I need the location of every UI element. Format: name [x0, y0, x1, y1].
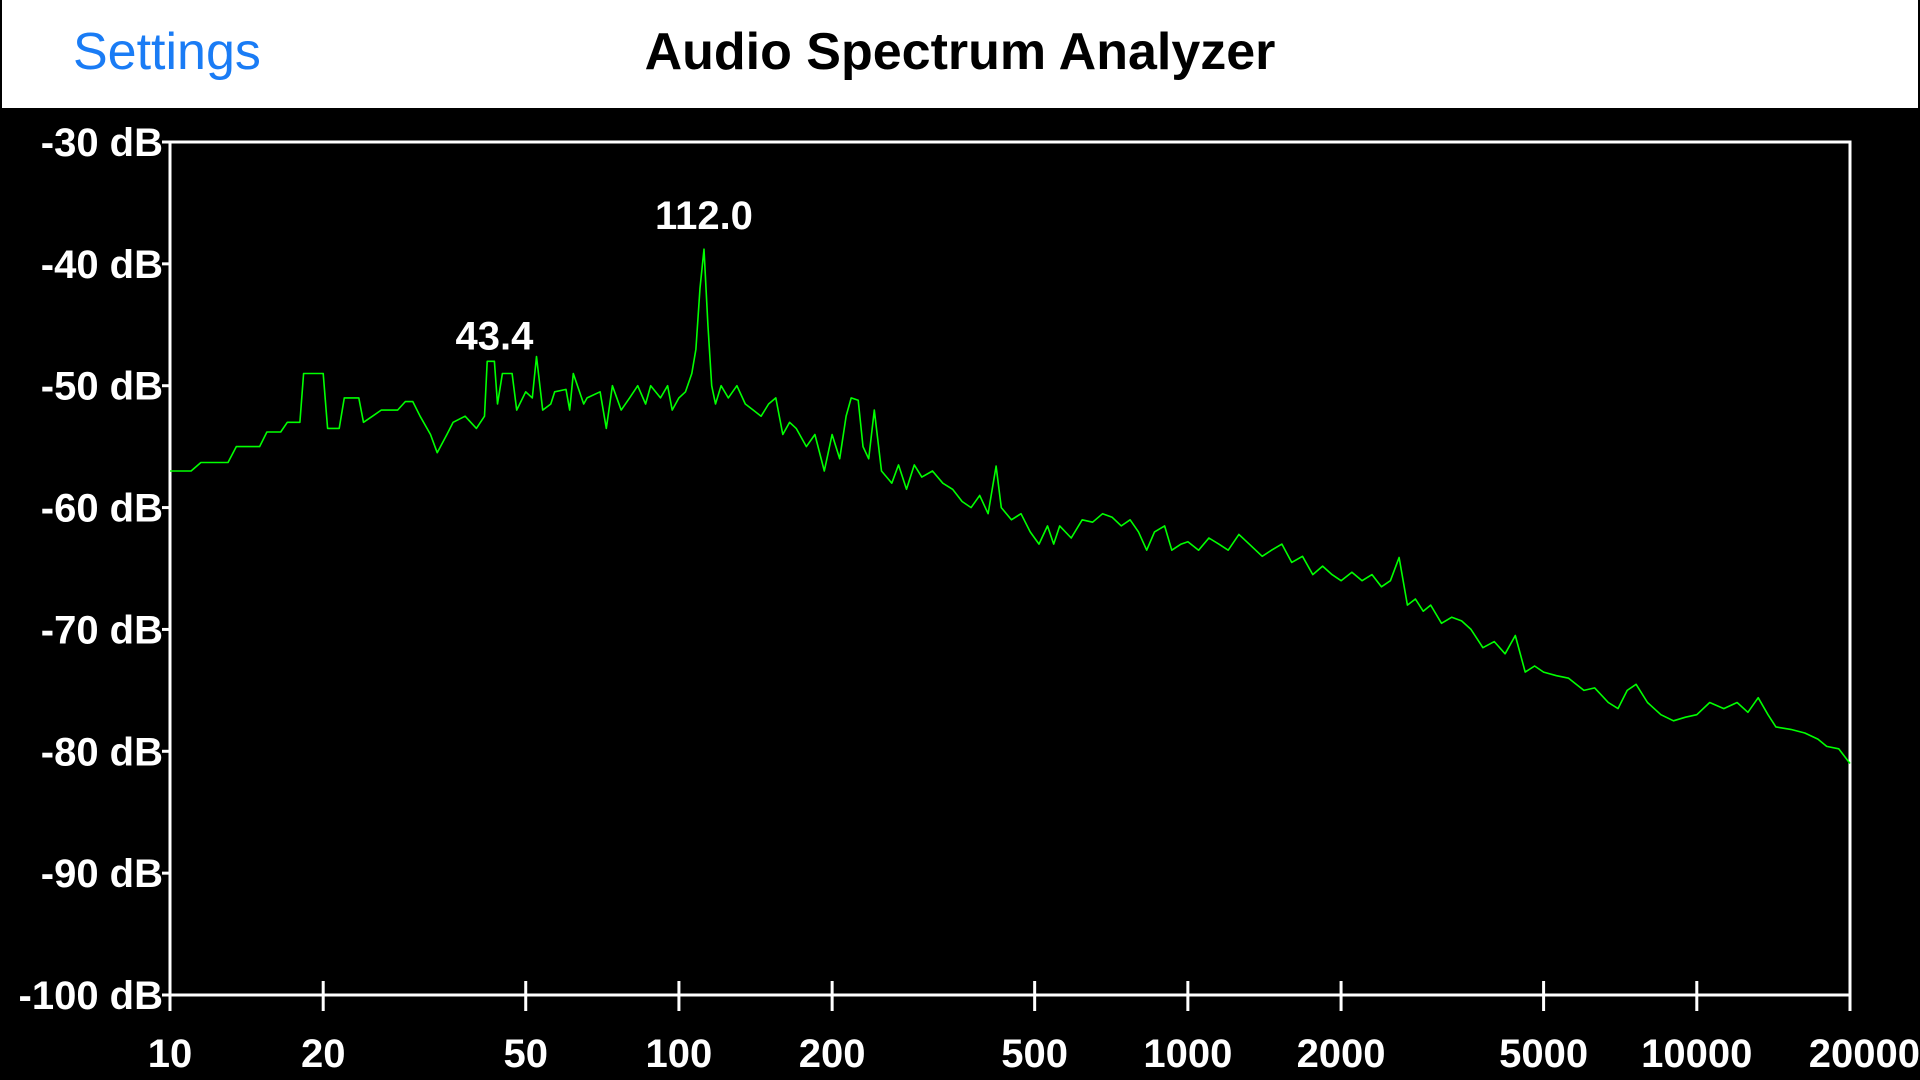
- x-tick-label: 50: [503, 1032, 548, 1076]
- spectrum-line: [170, 248, 1851, 764]
- peak-label: 43.4: [456, 314, 535, 358]
- x-tick-label: 20: [301, 1032, 346, 1076]
- y-tick-label: -80 dB: [41, 730, 163, 774]
- page-title: Audio Spectrum Analyzer: [644, 23, 1276, 81]
- peak-label: 112.0: [655, 194, 753, 238]
- x-tick-label: 2000: [1297, 1032, 1386, 1076]
- settings-button[interactable]: Settings: [73, 23, 261, 81]
- x-tick-label: 1000: [1143, 1032, 1232, 1076]
- y-tick-label: -70 dB: [41, 608, 163, 652]
- x-tick-label: 10000: [1641, 1032, 1752, 1076]
- x-tick-label: 10: [148, 1032, 193, 1076]
- y-tick-label: -40 dB: [41, 243, 163, 287]
- x-tick-label: 200: [799, 1032, 866, 1076]
- x-tick-label: 5000: [1499, 1032, 1588, 1076]
- y-tick-label: -90 dB: [41, 852, 163, 896]
- x-tick-label: 500: [1001, 1032, 1068, 1076]
- plot-frame: [168, 140, 1852, 997]
- y-tick-label: -30 dB: [41, 121, 163, 165]
- navigation-bar: Settings Audio Spectrum Analyzer: [2, 0, 1918, 108]
- y-tick-label: -100 dB: [19, 974, 164, 1018]
- x-tick-label: 20000: [1809, 1032, 1920, 1076]
- y-tick-label: -50 dB: [41, 365, 163, 409]
- x-tick-label: 100: [646, 1032, 713, 1076]
- y-tick-label: -60 dB: [41, 487, 163, 531]
